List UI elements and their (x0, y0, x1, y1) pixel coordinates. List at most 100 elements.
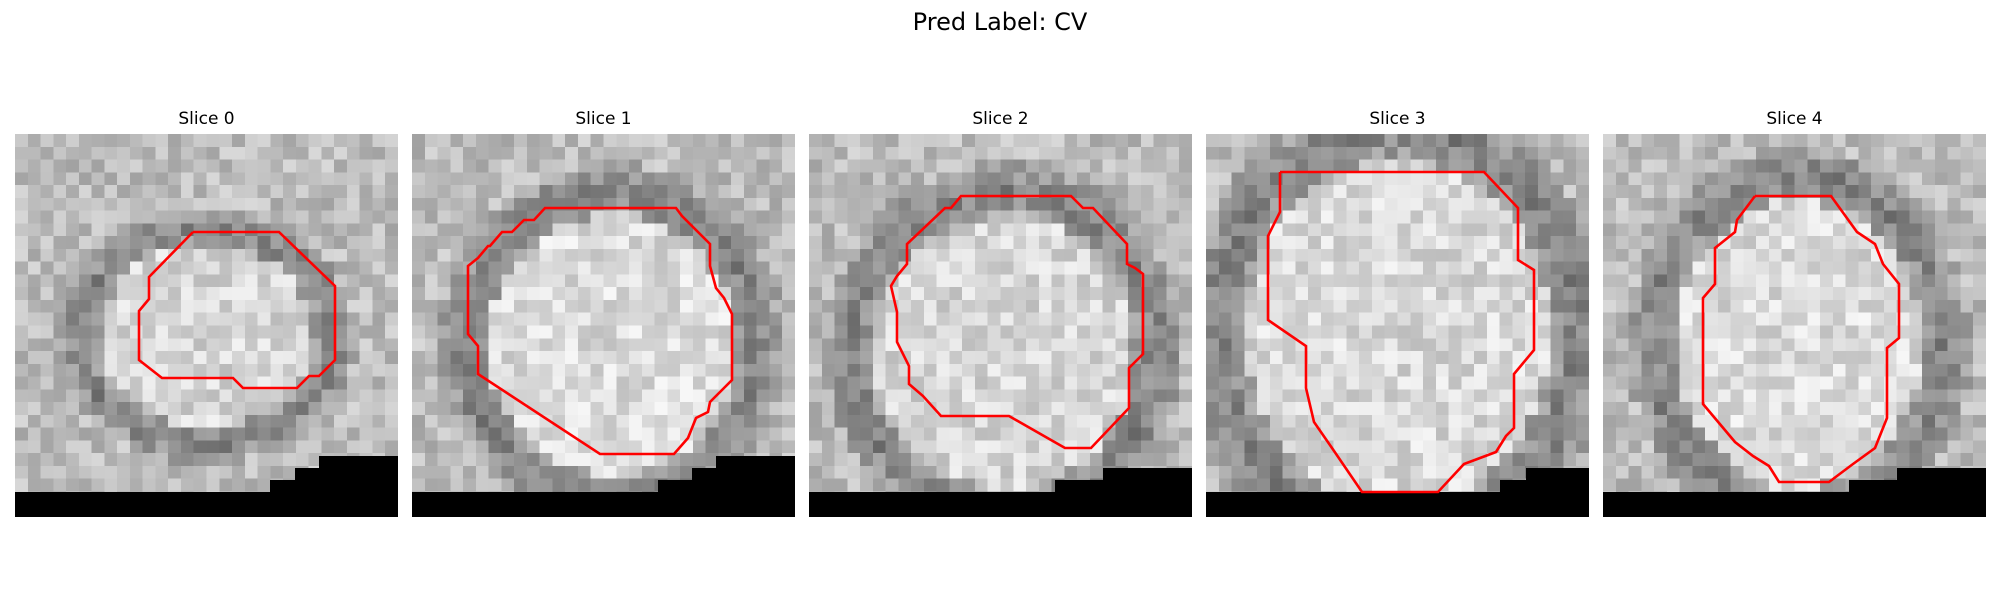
pixel-cell (66, 453, 80, 467)
pixel-cell (257, 236, 271, 250)
pixel-cell (155, 338, 169, 352)
pixel-cell (654, 236, 668, 250)
pixel-cell (346, 223, 361, 237)
pixel-cell (1320, 261, 1335, 276)
pixel-cell (1717, 325, 1732, 339)
pixel-cell (705, 376, 719, 390)
pixel-cell (1397, 363, 1411, 378)
pixel-cell (809, 134, 823, 148)
pixel-cell (809, 402, 823, 416)
pixel-cell (1756, 159, 1770, 173)
pixel-cell (1410, 134, 1424, 148)
pixel-cell (1858, 351, 1872, 365)
pixel-cell (117, 236, 131, 250)
pixel-cell (1244, 338, 1258, 352)
pixel-cell (437, 261, 451, 276)
pixel-cell (1641, 376, 1655, 390)
pixel-cell (1257, 351, 1271, 365)
pixel-cell (1537, 210, 1552, 224)
pixel-cell (1666, 389, 1681, 403)
pixel-cell (450, 389, 464, 403)
pixel-cell (1499, 210, 1513, 224)
pixel-cell (1820, 351, 1834, 365)
pixel-cell (1333, 312, 1348, 327)
pixel-cell (180, 223, 195, 237)
pixel-cell (667, 134, 681, 148)
pixel-cell (1563, 389, 1577, 403)
pixel-cell (1641, 197, 1655, 212)
pixel-cell (321, 172, 335, 186)
pixel-cell (1909, 185, 1923, 199)
pixel-cell (629, 465, 643, 480)
pixel-cell (834, 402, 848, 416)
pixel-cell (129, 338, 144, 352)
pixel-cell (1960, 299, 1974, 314)
pixel-cell (718, 197, 732, 212)
pixel-cell (1858, 427, 1872, 441)
pixel-cell (1603, 261, 1617, 276)
pixel-cell (463, 248, 477, 263)
pixel-cell (718, 325, 732, 339)
pixel-cell (1153, 223, 1168, 237)
pixel-cell (1845, 261, 1859, 276)
pixel-cell (66, 159, 80, 173)
pixel-cell (412, 351, 426, 365)
pixel-cell (450, 172, 464, 186)
pixel-cell (936, 351, 951, 365)
pixel-cell (334, 427, 348, 441)
pixel-cell (1563, 427, 1577, 441)
pixel-cell (654, 261, 668, 276)
pixel-cell (1038, 223, 1053, 237)
pixel-cell (949, 274, 963, 288)
pixel-cell (91, 414, 105, 429)
pixel-cell (1435, 146, 1450, 161)
pixel-cell (1000, 248, 1014, 263)
pixel-cell (705, 134, 719, 148)
pixel-cell (1717, 172, 1732, 186)
pixel-cell (78, 185, 93, 199)
pixel-cell (1679, 427, 1693, 441)
pixel-cell (1231, 465, 1245, 480)
pixel-cell (232, 363, 246, 378)
pixel-cell (1026, 312, 1040, 327)
pixel-cell (1820, 325, 1834, 339)
pixel-cell (1486, 325, 1501, 339)
pixel-cell (1845, 236, 1859, 250)
pixel-cell (1435, 197, 1450, 212)
pixel-cell (321, 299, 335, 314)
pixel-cell (346, 287, 361, 301)
pixel-cell (142, 210, 157, 224)
pixel-cell (450, 414, 464, 429)
pixel-cell (1909, 402, 1923, 416)
pixel-cell (129, 453, 144, 467)
pixel-cell (1000, 261, 1014, 276)
pixel-cell (911, 376, 925, 390)
pixel-cell (475, 248, 490, 263)
pixel-cell (1486, 159, 1501, 173)
pixel-cell (180, 185, 195, 199)
pixel-cell (1000, 172, 1014, 186)
pixel-cell (359, 236, 374, 250)
pixel-cell (1947, 185, 1962, 199)
pixel-cell (1832, 236, 1847, 250)
pixel-cell (1244, 453, 1258, 467)
pixel-cell (1461, 465, 1475, 480)
pixel-cell (1231, 338, 1245, 352)
pixel-cell (372, 427, 386, 441)
pixel-cell (27, 287, 42, 301)
pixel-cell (1295, 172, 1309, 186)
pixel-cell (962, 440, 976, 454)
pixel-cell (1603, 414, 1617, 429)
pixel-cell (1692, 274, 1706, 288)
pixel-cell (321, 287, 335, 301)
pixel-cell (654, 363, 668, 378)
pixel-cell (1051, 146, 1065, 161)
pixel-cell (1858, 465, 1872, 480)
pixel-cell (257, 223, 271, 237)
pixel-cell (911, 453, 925, 467)
pixel-cell (437, 402, 451, 416)
pixel-cell (603, 172, 617, 186)
pixel-cell (1730, 248, 1745, 263)
pixel-cell (1308, 197, 1322, 212)
pixel-cell (1038, 274, 1053, 288)
